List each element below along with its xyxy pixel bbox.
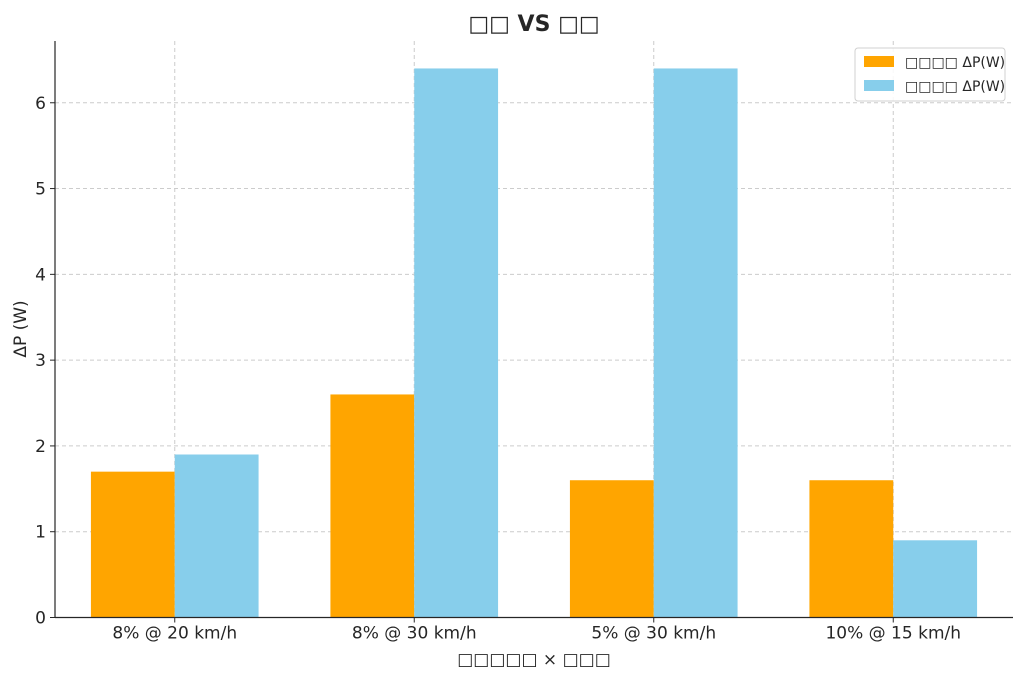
axes bbox=[54, 41, 1013, 619]
y-tick-label: 5 bbox=[35, 180, 46, 200]
x-axis-label: □□□□□ × □□□ bbox=[457, 650, 611, 670]
bar-series-1-1 bbox=[90, 471, 175, 618]
x-tick-label: 10% @ 15 km/h bbox=[825, 624, 961, 644]
bar-series-1-3 bbox=[569, 480, 654, 618]
x-ticks: 8% @ 20 km/h 8% @ 30 km/h 5% @ 30 km/h 10% … bbox=[112, 617, 961, 644]
y-tick-label: 2 bbox=[35, 437, 46, 457]
bar-series-2-4 bbox=[893, 540, 978, 618]
y-tick-label: 1 bbox=[35, 523, 46, 543]
bar-series-2-2 bbox=[414, 68, 499, 618]
y-axis-label: ΔP (W) bbox=[11, 300, 31, 357]
legend-label-series-2: □□□□ ΔP(W) bbox=[905, 79, 1005, 95]
legend-swatch-series-2 bbox=[864, 80, 894, 91]
bar-series-2-1 bbox=[174, 454, 259, 618]
y-tick-label: 0 bbox=[35, 609, 46, 629]
legend-swatch-series-1 bbox=[864, 56, 894, 67]
y-tick-label: 4 bbox=[35, 265, 46, 285]
bar-series-1-2 bbox=[330, 394, 415, 618]
bars bbox=[90, 68, 978, 618]
x-tick-label: 8% @ 20 km/h bbox=[112, 624, 237, 644]
legend: □□□□ ΔP(W) □□□□ ΔP(W) bbox=[854, 47, 1006, 102]
bar-series-2-3 bbox=[653, 68, 738, 618]
chart-title: □□ VS □□ bbox=[468, 12, 599, 37]
y-ticks: 0 1 2 3 4 5 6 bbox=[35, 94, 55, 629]
y-tick-label: 6 bbox=[35, 94, 46, 114]
y-tick-label: 3 bbox=[35, 351, 46, 371]
legend-label-series-1: □□□□ ΔP(W) bbox=[905, 55, 1005, 71]
bar-series-1-4 bbox=[809, 480, 894, 618]
x-tick-label: 5% @ 30 km/h bbox=[591, 624, 716, 644]
x-tick-label: 8% @ 30 km/h bbox=[352, 624, 477, 644]
